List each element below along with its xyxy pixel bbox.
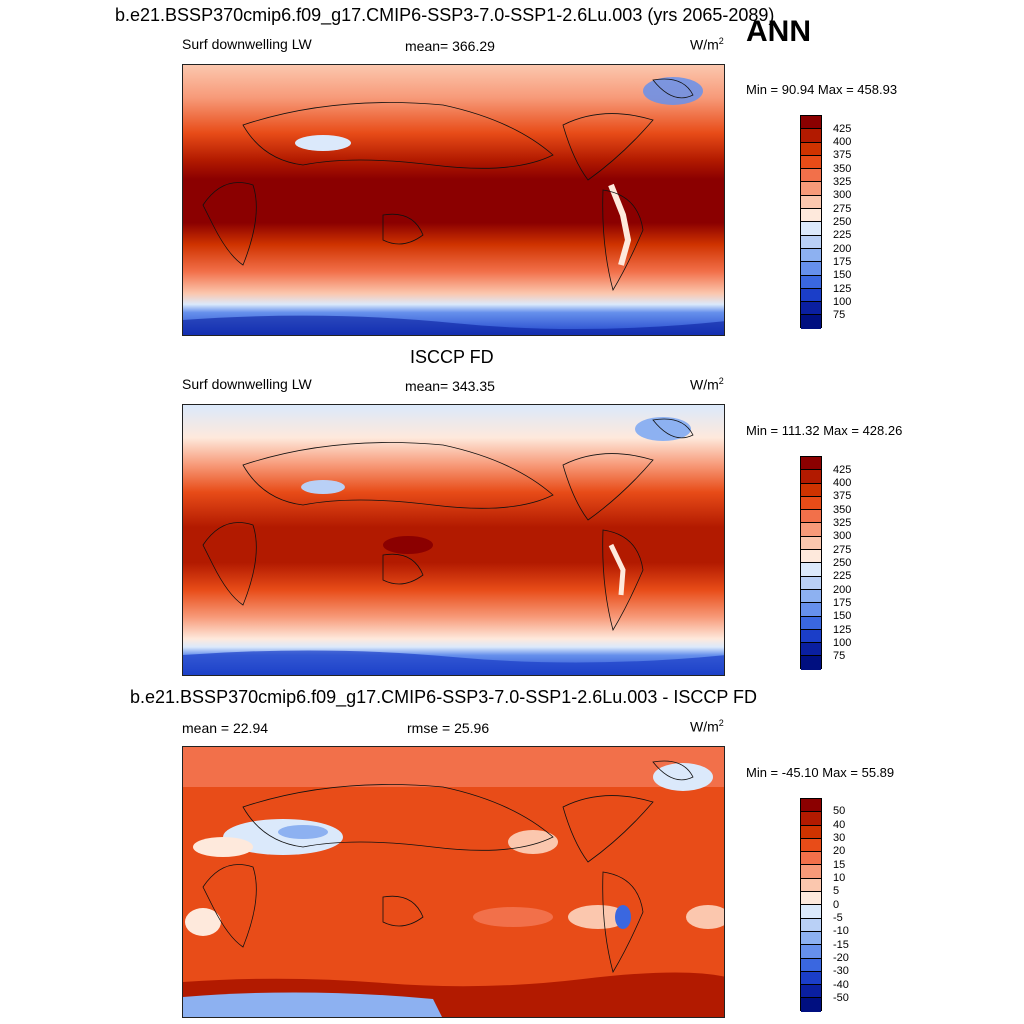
panel1-cbar-tick: 325 [833, 176, 852, 188]
panel3-cbar-tick: 20 [833, 845, 846, 857]
panel2-colorbar [800, 456, 822, 670]
panel2-map [182, 404, 725, 676]
panel2-cbar-tick: 325 [833, 517, 852, 529]
panel1-cbar-tick: 175 [833, 256, 852, 268]
panel2-minmax: Min = 111.32 Max = 428.26 [746, 423, 903, 438]
panel1-cbar-tick: 425 [833, 123, 852, 135]
panel2-cbar-tick: 175 [833, 597, 852, 609]
panel3-cbar-tick: -10 [833, 925, 849, 937]
panel3-rmse: rmse = 25.96 [407, 720, 490, 736]
panel3-cbar-tick: -50 [833, 992, 849, 1004]
panel3-cbar-tick: 10 [833, 872, 846, 884]
panel2-cbar-tick: 400 [833, 477, 852, 489]
panel3-cbar-tick: 5 [833, 885, 840, 897]
panel1-cbar-tick: 225 [833, 229, 852, 241]
panel3-map [182, 746, 725, 1018]
panel1-cbar-tick: 275 [833, 203, 852, 215]
panel2-cbar-tick: 150 [833, 610, 852, 622]
panel1-cbar-tick: 150 [833, 269, 852, 281]
panel1-cbar-tick: 400 [833, 136, 852, 148]
panel3-title: b.e21.BSSP370cmip6.f09_g17.CMIP6-SSP3-7.… [130, 687, 758, 707]
panel2-title: ISCCP FD [410, 347, 494, 367]
panel1-cbar-tick: 350 [833, 163, 852, 175]
panel2-cbar-tick: 200 [833, 584, 852, 596]
panel3-cbar-tick: 50 [833, 805, 846, 817]
panel1-mean: mean= 366.29 [405, 38, 495, 54]
panel2-variable: Surf downwelling LW [182, 376, 312, 392]
panel2-mean: mean= 343.35 [405, 378, 495, 394]
panel3-cbar-tick: 15 [833, 859, 846, 871]
panel1-cbar-tick: 375 [833, 149, 852, 161]
panel1-colorbar [800, 115, 822, 329]
panel3-mean: mean = 22.94 [182, 720, 269, 736]
panel2-cbar-tick: 425 [833, 464, 852, 476]
panel3-cbar-tick: 30 [833, 832, 846, 844]
panel2-cbar-tick: 375 [833, 490, 852, 502]
panel3-minmax: Min = -45.10 Max = 55.89 [746, 765, 895, 780]
panel1-cbar-tick: 75 [833, 309, 846, 321]
panel2-cbar-tick: 75 [833, 650, 846, 662]
panel3-cbar-tick: -40 [833, 979, 849, 991]
panel3-colorbar [800, 798, 822, 1012]
panel2-cbar-tick: 350 [833, 504, 852, 516]
panel3-cbar-tick: 40 [833, 819, 846, 831]
panel1-cbar-tick: 100 [833, 296, 852, 308]
panel3-cbar-tick: -20 [833, 952, 849, 964]
panel1-cbar-tick: 200 [833, 243, 852, 255]
panel2-cbar-tick: 125 [833, 624, 852, 636]
panel3-cbar-tick: -30 [833, 965, 849, 977]
panel1-variable: Surf downwelling LW [182, 36, 312, 52]
panel3-cbar-tick: -5 [833, 912, 843, 924]
panel1-minmax: Min = 90.94 Max = 458.93 [746, 82, 898, 97]
panel2-cbar-tick: 225 [833, 570, 852, 582]
panel2-units: W/m2 [690, 376, 724, 393]
panel2-cbar-tick: 250 [833, 557, 852, 569]
panel1-map [182, 64, 725, 336]
panel2-cbar-tick: 275 [833, 544, 852, 556]
panel2-cbar-tick: 100 [833, 637, 852, 649]
panel1-cbar-tick: 125 [833, 283, 852, 295]
season-label: ANN [746, 15, 811, 48]
panel2-cbar-tick: 300 [833, 530, 852, 542]
panel1-cbar-tick: 300 [833, 189, 852, 201]
panel1-cbar-tick: 250 [833, 216, 852, 228]
panel1-units: W/m2 [690, 36, 724, 53]
case-title: b.e21.BSSP370cmip6.f09_g17.CMIP6-SSP3-7.… [115, 5, 775, 25]
panel3-cbar-tick: -15 [833, 939, 849, 951]
panel3-cbar-tick: 0 [833, 899, 840, 911]
panel3-units: W/m2 [690, 718, 724, 735]
